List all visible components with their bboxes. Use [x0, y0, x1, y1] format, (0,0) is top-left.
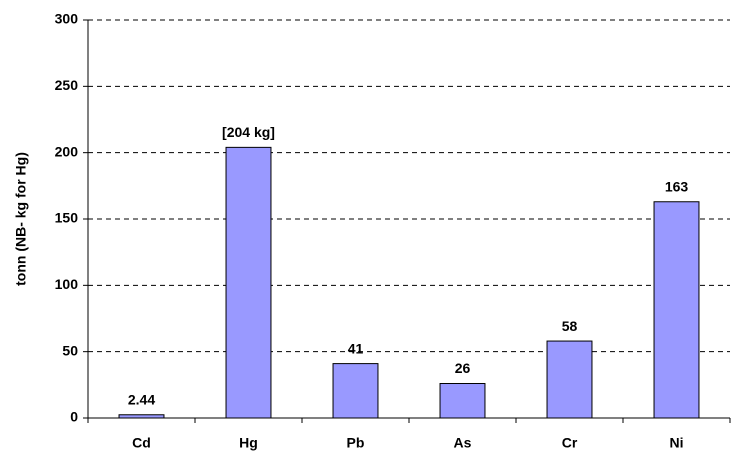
value-label: [204 kg]: [222, 124, 275, 140]
y-tick-label: 300: [55, 11, 79, 27]
bar: [332, 363, 379, 419]
bar: [439, 383, 486, 419]
y-tick-label: 0: [70, 409, 78, 425]
x-tick-label: Cr: [562, 435, 578, 451]
x-tick-label: Pb: [347, 435, 365, 451]
y-tick-label: 50: [62, 342, 78, 358]
bar: [118, 414, 165, 419]
bar: [653, 201, 700, 419]
x-tick-label: Hg: [239, 435, 258, 451]
bar: [546, 340, 593, 419]
y-tick-label: 100: [55, 276, 79, 292]
value-label: 58: [562, 318, 578, 334]
y-tick-label: 150: [55, 210, 79, 226]
value-label: 2.44: [128, 391, 155, 407]
x-tick-label: Ni: [670, 435, 684, 451]
value-label: 26: [455, 360, 471, 376]
x-tick-label: As: [454, 435, 472, 451]
y-tick-label: 200: [55, 143, 79, 159]
value-label: 163: [665, 178, 689, 194]
x-tick-label: Cd: [132, 435, 151, 451]
y-tick-label: 250: [55, 77, 79, 93]
value-label: 41: [348, 340, 364, 356]
y-axis-label: tonn (NB- kg for Hg): [13, 152, 29, 286]
bar: [225, 146, 272, 419]
